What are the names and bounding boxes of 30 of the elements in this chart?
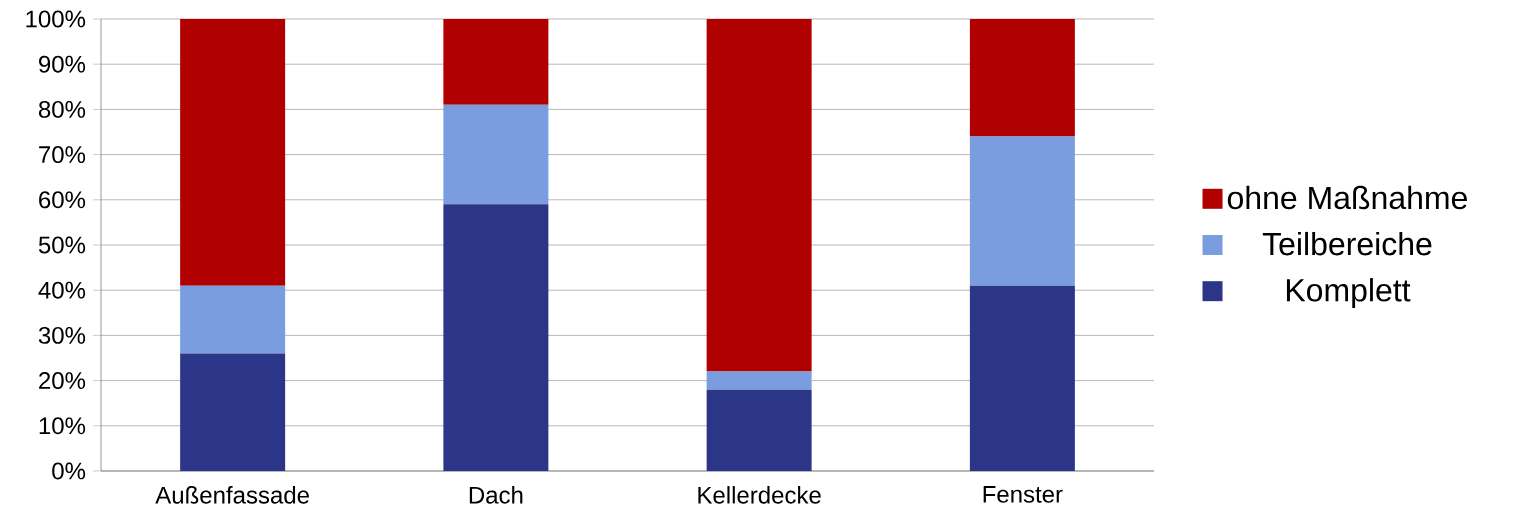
bar — [180, 285, 286, 354]
y-tick-label: 70% — [39, 146, 86, 164]
y-tick-label: 0% — [52, 462, 86, 480]
y-tick-label: 20% — [39, 372, 86, 390]
x-tick-label: Kellerdecke — [698, 486, 821, 504]
legend-label: ohne Maßnahme — [1227, 185, 1467, 210]
legend-label: Komplett — [1286, 278, 1411, 308]
y-tick-label: 100% — [26, 10, 86, 28]
bar — [443, 18, 549, 105]
x-tick-label: Dach — [469, 486, 523, 504]
x-tick-label: Fenster — [983, 486, 1063, 503]
bar — [443, 204, 549, 471]
y-tick-label: 80% — [38, 100, 86, 118]
bar — [706, 18, 812, 372]
legend-label: Teilbereiche — [1262, 231, 1432, 256]
bar — [706, 389, 812, 471]
y-tick-label: 50% — [38, 236, 86, 254]
bar — [443, 104, 549, 205]
x-tick-label: Außenfassade — [155, 486, 309, 504]
y-tick-label: 40% — [38, 281, 86, 299]
bar — [706, 371, 812, 390]
bar — [180, 353, 286, 471]
y-tick-label: 30% — [38, 326, 86, 344]
bar — [969, 285, 1075, 471]
y-tick-label: 10% — [39, 417, 86, 435]
bar — [969, 136, 1075, 286]
y-tick-label: 60% — [39, 191, 86, 209]
y-tick-label: 90% — [39, 55, 86, 73]
bar — [180, 18, 286, 286]
bar — [969, 18, 1075, 137]
